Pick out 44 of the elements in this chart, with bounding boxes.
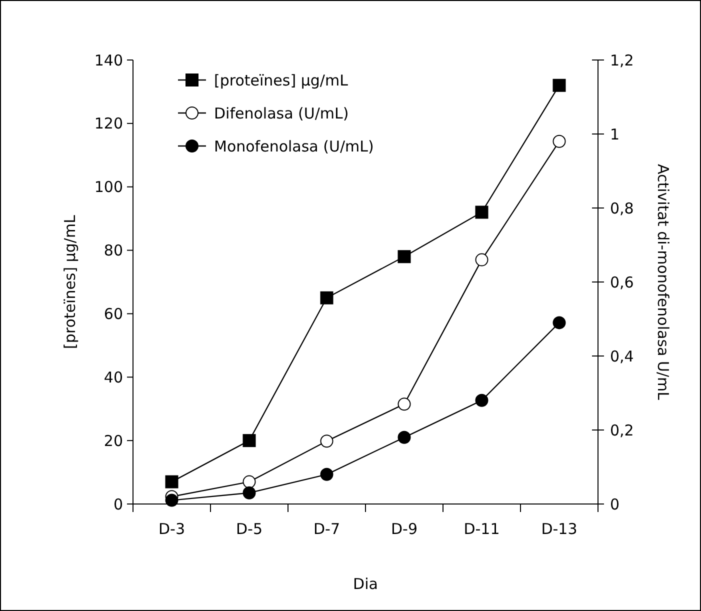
y2-tick-label: 0,4 — [610, 347, 634, 366]
y-tick-label: 60 — [104, 304, 123, 323]
y2-axis-title: Activitat di-monofenolasa U/mL — [654, 164, 672, 401]
point — [398, 430, 411, 444]
legend-label: Monofenolasa (U/mL) — [214, 137, 374, 156]
y-axis-title: [proteïnes] µg/mL — [61, 214, 79, 349]
x-tick-label: D-7 — [313, 520, 340, 538]
y-tick-label: 100 — [94, 178, 123, 196]
point — [320, 468, 334, 481]
y-tick-label: 40 — [104, 368, 123, 386]
point — [552, 316, 566, 330]
y2-tick-label: 0,8 — [610, 199, 634, 218]
y-tick-label: 140 — [94, 51, 123, 70]
legend-label: Difenolasa (U/mL) — [214, 104, 349, 122]
x-tick-label: D-3 — [158, 520, 186, 538]
point — [475, 394, 488, 407]
point — [398, 398, 411, 411]
y-tick-label: 0 — [113, 495, 123, 514]
x-axis-title: Dia — [353, 575, 378, 593]
point — [165, 475, 178, 488]
point — [165, 494, 178, 507]
y2-tick-label: 1,2 — [610, 51, 634, 70]
point — [475, 206, 488, 219]
point — [475, 253, 488, 266]
y2-tick-label: 0 — [610, 495, 620, 514]
point — [552, 78, 566, 92]
x-tick-label: D-11 — [464, 520, 500, 538]
point — [552, 134, 566, 148]
point — [242, 434, 256, 448]
y2-tick-label: 0,2 — [610, 421, 634, 440]
legend-label: [proteïnes] µg/mL — [214, 71, 349, 90]
x-tick-label: D-9 — [390, 520, 418, 538]
y2-tick-label: 0,6 — [610, 273, 634, 292]
y2-tick-label: 1 — [610, 125, 620, 144]
y-tick-label: 20 — [104, 432, 123, 450]
x-tick-label: D-5 — [236, 520, 263, 538]
point — [320, 291, 334, 304]
point — [242, 486, 256, 500]
point — [320, 434, 334, 448]
y-tick-label: 80 — [104, 242, 123, 260]
point — [242, 475, 256, 488]
point — [398, 250, 411, 264]
x-tick-label: D-13 — [541, 520, 578, 538]
y-tick-label: 120 — [94, 114, 123, 133]
